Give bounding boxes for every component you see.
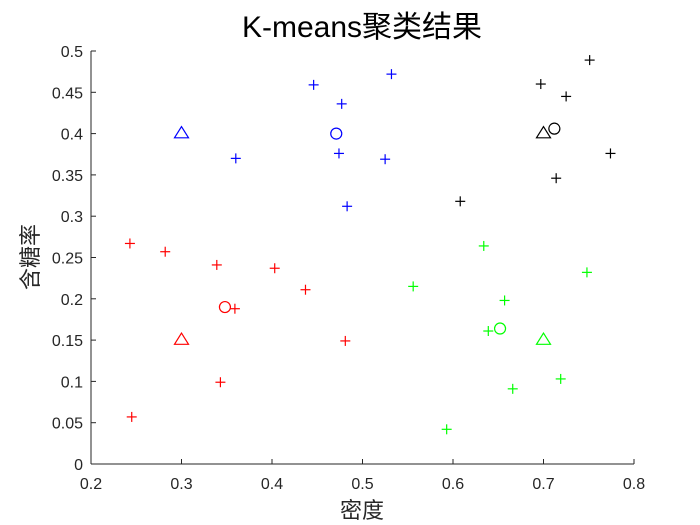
x-tick-label: 0.2 [80, 476, 102, 493]
cluster-sample-point [126, 411, 137, 422]
cluster-sample-point [160, 246, 171, 257]
x-tick-label: 0.8 [623, 476, 645, 493]
cluster-sample-point [408, 281, 419, 292]
cluster-sample-point [340, 335, 351, 346]
cluster-sample-point [584, 55, 595, 66]
cluster-sample-point [535, 79, 546, 90]
cluster-sample-point [230, 153, 241, 164]
cluster-sample-point [561, 91, 572, 102]
cluster-sample-point [386, 69, 397, 80]
y-tick-label: 0.25 [52, 251, 83, 268]
x-tick-label: 0.7 [532, 476, 554, 493]
y-tick-label: 0.5 [61, 44, 83, 61]
y-tick-label: 0 [74, 457, 83, 474]
y-axis-label: 含糖率 [19, 224, 44, 290]
initial-center-marker [173, 331, 190, 345]
axes: 0.2 0.3 0.4 0.5 0.6 0.7 0.8 0 0.05 0.1 0.15 0.2 0.25… [52, 44, 645, 493]
cluster-sample-point [215, 377, 226, 388]
cluster-sample-point [581, 267, 592, 278]
y-tick-label: 0.15 [52, 333, 83, 350]
cluster-sample-point [124, 238, 135, 249]
cluster-sample-point [308, 79, 319, 90]
cluster-sample-point [499, 295, 510, 306]
cluster-sample-point [229, 303, 240, 314]
y-tick-label: 0.35 [52, 168, 83, 185]
y-tick-label: 0.1 [61, 374, 83, 391]
cluster-centroid-marker [493, 322, 507, 335]
initial-center-marker [535, 331, 552, 345]
x-tick-label: 0.6 [442, 476, 464, 493]
initial-center-marker [173, 125, 190, 139]
cluster-centroid-marker [330, 127, 343, 140]
y-tick-label: 0.3 [61, 209, 83, 226]
x-axis-label: 密度 [340, 499, 384, 524]
cluster-sample-point [507, 383, 518, 394]
cluster-centroid-marker [218, 300, 232, 314]
cluster-sample-point [605, 148, 616, 159]
x-tick-label: 0.4 [261, 476, 283, 493]
cluster-sample-point [336, 98, 347, 109]
cluster-sample-point [483, 326, 494, 337]
cluster-sample-point [551, 173, 562, 184]
initial-center-marker [535, 125, 552, 139]
cluster-sample-point [455, 196, 466, 207]
chart-title: K-means聚类结果 [242, 11, 482, 44]
cluster-sample-point [211, 259, 222, 270]
cluster-sample-point [478, 240, 489, 251]
cluster-sample-point [441, 424, 452, 435]
y-tick-label: 0.2 [61, 292, 83, 309]
y-tick-label: 0.4 [61, 127, 83, 144]
x-tick-label: 0.5 [351, 476, 373, 493]
cluster-sample-point [555, 373, 566, 384]
cluster-sample-point [380, 154, 391, 165]
cluster-sample-point [333, 148, 344, 159]
x-tick-label: 0.3 [170, 476, 192, 493]
cluster-sample-point [342, 201, 353, 212]
y-tick-label: 0.45 [52, 85, 83, 102]
cluster-sample-point [300, 284, 311, 295]
y-tick-label: 0.05 [52, 416, 83, 433]
cluster-centroid-marker [548, 122, 561, 135]
cluster-sample-point [269, 263, 280, 274]
data-points [124, 55, 616, 435]
